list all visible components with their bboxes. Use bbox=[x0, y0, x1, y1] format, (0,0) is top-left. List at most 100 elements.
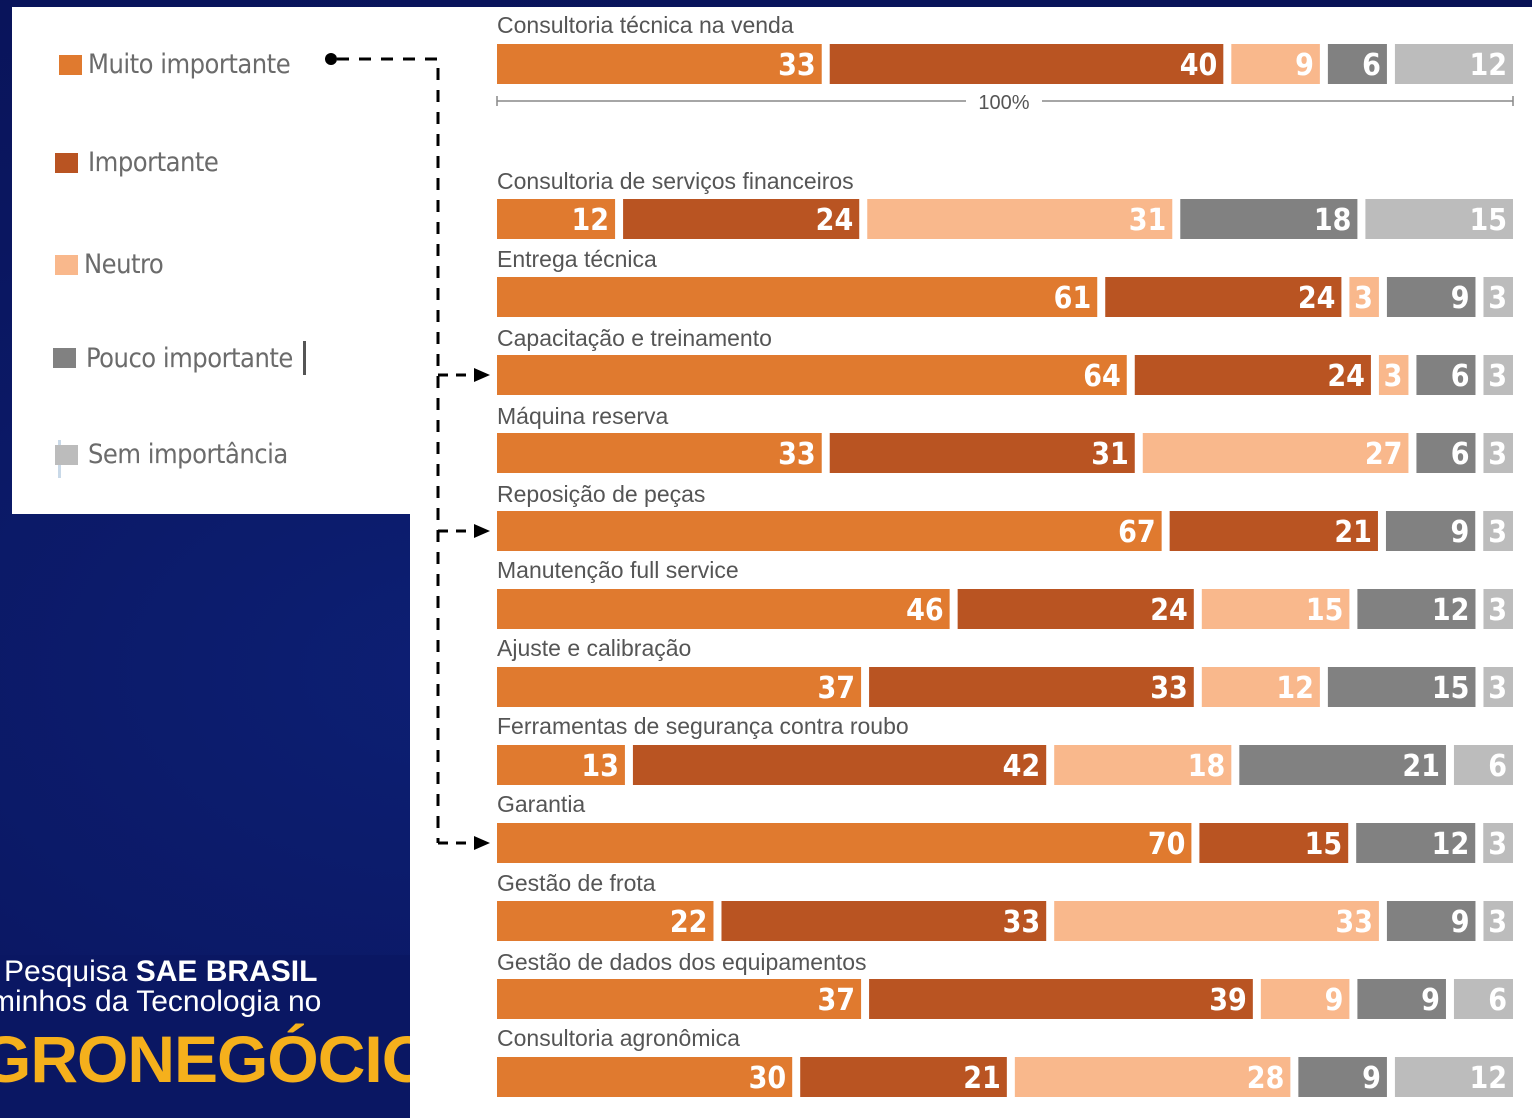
value-label: 12 bbox=[572, 203, 610, 238]
connector-dot bbox=[325, 53, 337, 65]
value-label: 40 bbox=[1180, 48, 1218, 83]
category-label: Entrega técnica bbox=[497, 246, 657, 272]
value-label: 6 bbox=[1488, 749, 1507, 784]
value-label: 21 bbox=[1334, 515, 1372, 550]
bar-segment bbox=[721, 901, 1046, 941]
value-label: 15 bbox=[1469, 203, 1507, 238]
value-label: 24 bbox=[1298, 281, 1336, 316]
bar-segment bbox=[497, 979, 861, 1019]
bar-segment bbox=[869, 979, 1253, 1019]
category-label: Capacitação e treinamento bbox=[497, 325, 772, 351]
value-label: 22 bbox=[670, 905, 708, 940]
bar-segment bbox=[497, 589, 950, 629]
connector-line bbox=[337, 59, 438, 843]
category-label: Garantia bbox=[497, 791, 585, 817]
value-label: 6 bbox=[1451, 437, 1470, 472]
value-label: 3 bbox=[1488, 437, 1507, 472]
value-label: 67 bbox=[1118, 515, 1156, 550]
value-label: 13 bbox=[581, 749, 619, 784]
value-label: 9 bbox=[1295, 48, 1314, 83]
value-label: 21 bbox=[963, 1061, 1001, 1096]
value-label: 9 bbox=[1362, 1061, 1381, 1096]
bar-segment bbox=[867, 199, 1172, 239]
value-label: 24 bbox=[1150, 593, 1188, 628]
category-label: Consultoria de serviços financeiros bbox=[497, 168, 854, 194]
value-label: 3 bbox=[1488, 905, 1507, 940]
value-label: 18 bbox=[1314, 203, 1352, 238]
value-label: 3 bbox=[1384, 359, 1403, 394]
value-label: 28 bbox=[1247, 1061, 1285, 1096]
value-label: 70 bbox=[1148, 827, 1186, 862]
category-label: Manutenção full service bbox=[497, 557, 739, 583]
value-label: 27 bbox=[1365, 437, 1403, 472]
bar-segment bbox=[869, 667, 1194, 707]
value-label: 6 bbox=[1362, 48, 1381, 83]
value-label: 12 bbox=[1432, 593, 1470, 628]
value-label: 37 bbox=[818, 983, 856, 1018]
category-label: Consultoria agronômica bbox=[497, 1025, 740, 1051]
value-label: 9 bbox=[1421, 983, 1440, 1018]
value-label: 24 bbox=[816, 203, 854, 238]
value-label: 33 bbox=[1003, 905, 1041, 940]
value-label: 3 bbox=[1488, 359, 1507, 394]
value-label: 12 bbox=[1469, 1061, 1507, 1096]
value-label: 42 bbox=[1003, 749, 1041, 784]
value-label: 12 bbox=[1276, 671, 1314, 706]
bar-segment bbox=[497, 823, 1191, 863]
value-label: 64 bbox=[1083, 359, 1121, 394]
value-label: 12 bbox=[1469, 48, 1507, 83]
value-label: 3 bbox=[1488, 515, 1507, 550]
value-label: 15 bbox=[1305, 827, 1343, 862]
value-label: 37 bbox=[818, 671, 856, 706]
value-label: 3 bbox=[1488, 671, 1507, 706]
category-label: Reposição de peças bbox=[497, 481, 705, 507]
connector-arrow-icon bbox=[474, 368, 490, 382]
value-label: 15 bbox=[1306, 593, 1344, 628]
connector-arrow-icon bbox=[474, 836, 490, 850]
bar-segment bbox=[497, 667, 861, 707]
value-label: 3 bbox=[1488, 281, 1507, 316]
value-label: 9 bbox=[1451, 281, 1470, 316]
value-label: 31 bbox=[1091, 437, 1129, 472]
value-label: 12 bbox=[1432, 827, 1470, 862]
value-label: 6 bbox=[1488, 983, 1507, 1018]
value-label: 9 bbox=[1451, 905, 1470, 940]
bar-segment bbox=[830, 44, 1224, 84]
bar-segment bbox=[633, 745, 1046, 785]
value-label: 39 bbox=[1209, 983, 1247, 1018]
value-label: 46 bbox=[906, 593, 944, 628]
value-label: 15 bbox=[1432, 671, 1470, 706]
category-label: Gestão de frota bbox=[497, 870, 656, 896]
value-label: 9 bbox=[1325, 983, 1344, 1018]
value-label: 21 bbox=[1402, 749, 1440, 784]
bar-segment bbox=[497, 355, 1127, 395]
value-label: 31 bbox=[1129, 203, 1167, 238]
category-label: Ajuste e calibração bbox=[497, 635, 691, 661]
value-label: 33 bbox=[1150, 671, 1188, 706]
value-label: 9 bbox=[1450, 515, 1469, 550]
bar-segment bbox=[830, 433, 1135, 473]
connector-arrow-icon bbox=[474, 524, 490, 538]
category-label: Ferramentas de segurança contra roubo bbox=[497, 713, 909, 739]
category-label: Gestão de dados dos equipamentos bbox=[497, 949, 867, 975]
value-label: 33 bbox=[778, 48, 816, 83]
value-label: 6 bbox=[1451, 359, 1470, 394]
scale-label: 100% bbox=[978, 92, 1029, 114]
value-label: 24 bbox=[1327, 359, 1365, 394]
bar-segment bbox=[497, 44, 822, 84]
value-label: 3 bbox=[1488, 827, 1507, 862]
bar-segment bbox=[1054, 901, 1379, 941]
value-label: 3 bbox=[1488, 593, 1507, 628]
value-label: 33 bbox=[778, 437, 816, 472]
value-label: 18 bbox=[1188, 749, 1226, 784]
value-label: 61 bbox=[1054, 281, 1092, 316]
category-label: Máquina reserva bbox=[497, 403, 669, 429]
value-label: 30 bbox=[749, 1061, 787, 1096]
bar-segment bbox=[497, 277, 1097, 317]
bar-segment bbox=[497, 511, 1162, 551]
value-label: 3 bbox=[1354, 281, 1373, 316]
category-label: Consultoria técnica na venda bbox=[497, 12, 794, 38]
bar-segment bbox=[497, 433, 822, 473]
value-label: 33 bbox=[1335, 905, 1373, 940]
